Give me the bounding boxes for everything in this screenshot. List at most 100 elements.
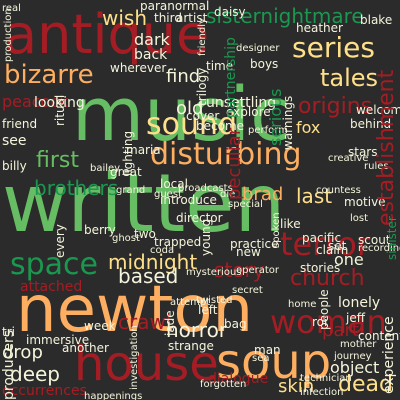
word-operator: operator: [236, 265, 280, 276]
word-behind: behind: [350, 117, 392, 131]
word-local: local: [160, 177, 188, 191]
word-young: young: [199, 218, 213, 256]
word-last: last: [296, 184, 333, 208]
word-guest: guest: [154, 189, 182, 200]
word-rules: rules: [364, 161, 389, 172]
word-friend: friend: [2, 117, 38, 131]
word-trapped: trapped: [154, 235, 202, 249]
word-lonely: lonely: [338, 295, 381, 311]
word-coda: coda: [150, 245, 175, 256]
word-drop: drop: [2, 342, 43, 363]
word-creative: creative: [328, 153, 369, 164]
word-experience: experience: [381, 316, 397, 394]
word-disturbing: disturbing: [150, 137, 302, 172]
word-spoken: spoken: [271, 212, 282, 248]
word-dark: dark: [134, 30, 170, 49]
word-motive: motive: [344, 195, 386, 209]
word-set: set: [328, 239, 347, 253]
word-berry: berry: [84, 223, 116, 237]
word-occurrences: occurrences: [2, 383, 87, 399]
word-jeff: jeff: [346, 311, 365, 325]
word-people: people: [317, 289, 331, 330]
word-designer: designer: [236, 43, 280, 54]
word-welcome: welcome: [356, 103, 400, 117]
word-tales: tales: [320, 64, 379, 92]
word-time: time: [206, 59, 234, 73]
word-producers: producers: [1, 329, 17, 400]
word-music: music: [72, 72, 291, 158]
word-bizarre: bizarre: [4, 60, 94, 90]
word-ritual: ritual: [53, 94, 67, 126]
word-forgotten: forgotten: [200, 379, 247, 390]
word-brothers: brothers: [34, 176, 119, 200]
word-church: church: [290, 266, 365, 291]
word-countess: countess: [316, 185, 361, 196]
word-bag: bag: [224, 317, 247, 331]
word-artist: artist: [176, 11, 208, 25]
word-old: old: [176, 98, 204, 119]
word-sinister: sinister: [385, 216, 399, 260]
word-peculiar: peculiar: [224, 127, 245, 200]
word-strange: strange: [168, 339, 214, 353]
word-bailey: bailey: [90, 163, 121, 174]
word-every: every: [53, 224, 67, 258]
word-maria: maria: [126, 143, 161, 157]
word-introduce: introduce: [160, 193, 217, 207]
word-scout: scout: [358, 233, 391, 247]
word-tri: tri: [2, 325, 15, 339]
word-sound: sound: [146, 107, 238, 142]
word-broadcasts: broadcasts: [178, 183, 233, 194]
word-crawl: crawl: [118, 310, 172, 334]
word-recording: recording: [358, 243, 400, 254]
word-sisternightmare: sisternightmare: [206, 4, 364, 28]
word-sea: sea: [252, 353, 270, 364]
word-left: left: [198, 303, 218, 317]
word-claim: claim: [316, 243, 349, 257]
word-boys: boys: [250, 57, 279, 71]
word-newton: newton: [16, 273, 254, 347]
word-one: one: [334, 250, 364, 269]
word-friendly: friendly: [197, 18, 208, 56]
word-house: house: [74, 336, 219, 392]
word-home: home: [288, 299, 317, 310]
word-like: like: [280, 217, 301, 231]
word-stories: stories: [300, 261, 341, 275]
word-real: real: [2, 3, 21, 14]
word-twisted: twisted: [196, 295, 233, 306]
word-heather: heather: [296, 21, 343, 35]
word-story: story: [214, 258, 265, 282]
word-man: man: [254, 343, 281, 357]
word-cover: cover: [186, 109, 220, 123]
word-unsettling: unsettling: [206, 95, 277, 111]
word-two: two: [134, 227, 156, 241]
word-wish: wish: [102, 6, 148, 30]
word-midnight: midnight: [108, 250, 198, 274]
word-mother: mother: [340, 339, 377, 350]
word-origins: origins: [298, 94, 373, 119]
word-lighting: lighting: [121, 130, 135, 176]
word-daisy: daisy: [214, 5, 246, 19]
word-pacific: pacific: [302, 231, 342, 245]
word-grand: grand: [116, 185, 146, 196]
word-week: week: [84, 319, 116, 333]
word-skin: skin: [278, 376, 315, 397]
word-based: based: [118, 264, 179, 288]
word-brad: brad: [242, 184, 284, 205]
word-roi: roi: [312, 315, 328, 329]
word-soup: soup: [216, 334, 332, 390]
word-explore: explore: [226, 105, 271, 119]
word-dialogue: dialogue: [208, 371, 269, 387]
word-part: part: [322, 320, 359, 341]
word-journey: journey: [334, 351, 372, 362]
word-production: production: [3, 8, 14, 62]
word-perform: perform: [248, 125, 288, 136]
word-paranormal: paranormal: [140, 0, 210, 13]
word-partnership: partnership: [223, 37, 239, 118]
word-written: written: [2, 157, 286, 250]
word-third: third: [154, 11, 182, 25]
word-attached: attached: [20, 279, 83, 295]
word-dead: dead: [338, 372, 393, 397]
word-new: new: [236, 245, 261, 259]
word-become: become: [196, 119, 245, 133]
word-establishment: establishment: [374, 69, 399, 226]
